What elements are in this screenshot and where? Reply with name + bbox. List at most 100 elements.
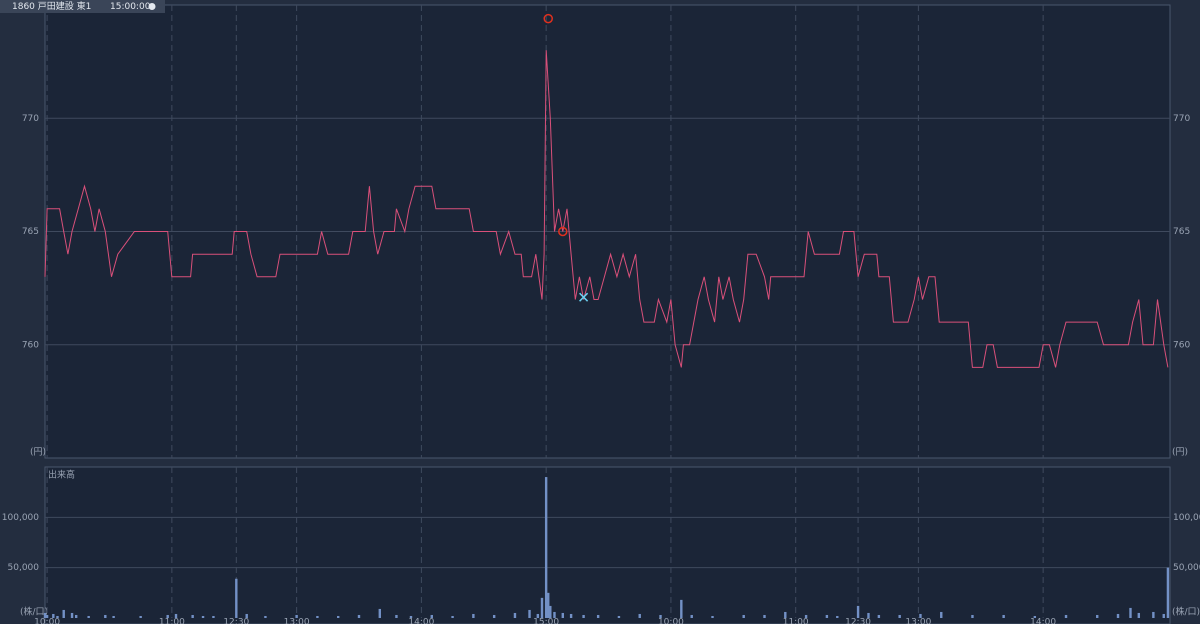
volume-bar [711,615,714,618]
header-tab [0,0,165,13]
volume-bar [638,613,641,618]
volume-bar [680,599,683,618]
volume-bar [191,614,194,618]
volume-bar [1096,614,1099,618]
volume-bar [804,614,808,618]
volume-bar [836,615,839,618]
volume-bar [825,614,829,618]
volume-bar [430,614,433,618]
y-tick-label: 760 [22,340,39,350]
volume-bar [409,615,413,618]
volume-bar [56,615,59,618]
volume-bar [378,608,381,618]
x-tick-label: 10:00 [658,618,684,624]
volume-bar [569,613,573,618]
volume-bar [582,614,585,618]
volume-bar [1064,614,1068,618]
y-unit: (円) [30,447,46,458]
y-tick-label-right: 765 [1173,227,1190,237]
x-tick-label: 12:30 [223,618,249,624]
y-tick-label: 765 [22,227,39,237]
volume-bar [472,613,475,618]
volume-bar [919,613,922,618]
volume-unit-right: (株/口) [1172,606,1200,618]
y-tick-label: 770 [22,114,39,124]
volume-bar [1033,615,1037,618]
volume-bar [1116,613,1120,618]
volume-bar [659,614,662,618]
volume-bar [316,615,319,618]
volume-bar [784,611,787,618]
volume-bar [45,614,49,618]
volume-bar [1152,611,1155,618]
x-tick-label: 14:00 [408,618,434,624]
volume-bar [971,614,974,618]
volume-bar [295,614,298,618]
volume-bar [104,614,107,618]
volume-bar [547,592,550,618]
volume-bar [528,609,531,618]
volume-bar [544,477,548,618]
volume-bar [867,612,870,618]
signal-marker [543,13,553,24]
volume-bar [1166,567,1170,618]
y-tick-label-right: 50,000 [1173,563,1200,573]
volume-bar [856,605,860,618]
volume-bar [940,611,943,618]
y-tick-label: 50,000 [8,563,40,573]
info-icon[interactable] [148,3,156,10]
header: 1860 戸田建設 東1 15:00:00 [0,0,165,13]
volume-bar [43,612,47,618]
volume-bar [553,611,556,618]
x-tick-label: 15:00 [533,618,559,624]
volume-bar [395,614,398,618]
volume-bar [264,615,267,618]
volume-panel [44,466,1171,624]
x-tick-label: 11:00 [783,618,809,624]
volume-bar [357,614,361,618]
x-tick-label: 10:00 [34,618,60,624]
y-tick-label-right: 100,000 [1173,513,1200,523]
signal-marker [558,226,568,237]
symbol: 1860 戸田建設 東1 [12,0,91,12]
volume-bar [451,615,454,618]
volume-unit: (株/口) [20,606,48,618]
x-tick-label: 11:00 [159,618,185,624]
volume-bar [337,615,340,618]
x-tick-label: 13:00 [284,618,310,624]
volume-bar [235,578,238,618]
volume-bar [70,612,74,618]
signal-marker [579,292,589,302]
volume-bar [87,615,90,618]
volume-bar [513,612,517,618]
volume-bar [201,615,205,618]
time: 15:00:00 [110,2,151,12]
x-tick-label: 12:30 [845,618,871,624]
volume-bar [492,614,496,618]
volume-bar [245,613,248,618]
volume-bar [877,614,881,618]
volume-bar [1129,607,1132,618]
volume-bar [112,615,115,618]
volume-bar [536,613,540,618]
volume-bar [1002,614,1005,618]
volume-bar [212,615,215,618]
volume-bar [139,615,142,618]
volume-bar [74,614,78,618]
x-tick-label: 13:00 [905,618,931,624]
y-tick-label-right: 760 [1173,340,1190,350]
volume-bar [561,612,564,618]
volume-bar [549,605,552,618]
price-line [44,50,1169,368]
volume-bar [763,614,766,618]
volume-bar [690,614,693,618]
volume-title: 出来高 [48,469,75,481]
volume-bar [1162,613,1165,618]
x-tick-label: 14:00 [1030,618,1056,624]
volume-bar [174,613,178,618]
volume-bar [898,614,901,618]
volume-bar [62,609,65,618]
volume-bar [1137,612,1141,618]
